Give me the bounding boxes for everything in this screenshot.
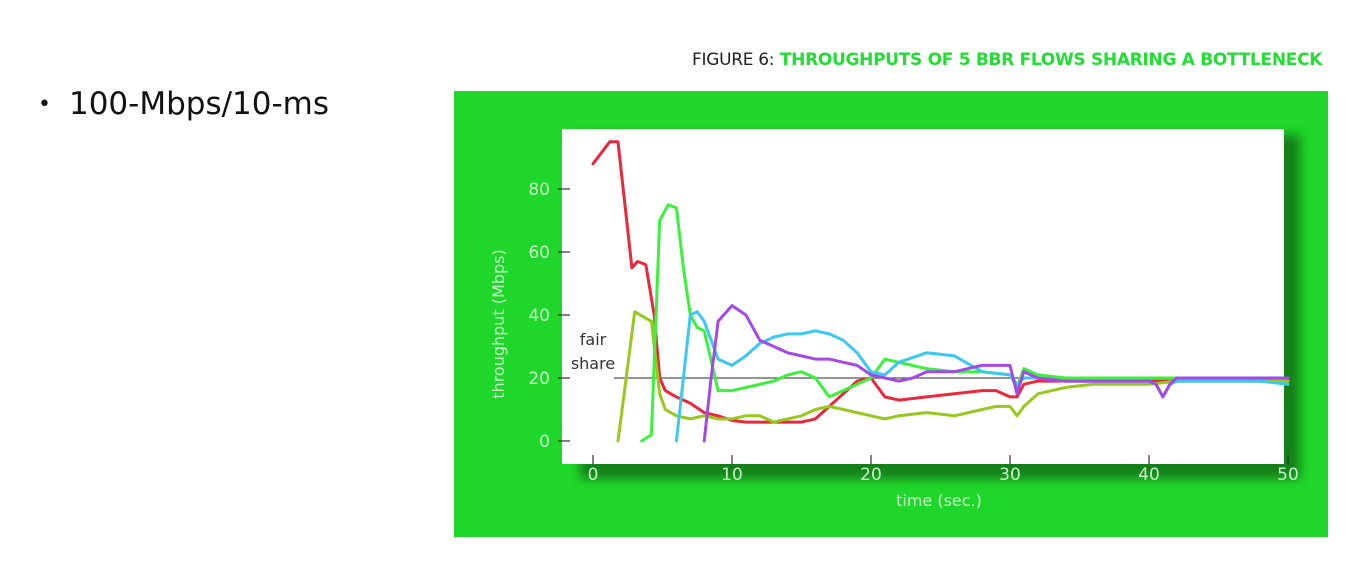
bullet-item: • 100-Mbps/10-ms — [38, 86, 329, 122]
series-line-2 — [616, 310, 1290, 443]
y-tick-label: 60 — [528, 243, 550, 263]
x-tick-label: 20 — [860, 465, 882, 485]
bullet-text: 100-Mbps/10-ms — [68, 86, 330, 122]
x-tick-label: 40 — [1138, 465, 1160, 485]
bullet-dot: • — [38, 91, 51, 117]
fair-share-label-line2: share — [571, 354, 615, 373]
plot-area — [562, 129, 1284, 464]
y-tick-label: 20 — [528, 369, 550, 389]
y-tick-label: 40 — [528, 306, 550, 326]
x-tick-label: 50 — [1277, 465, 1299, 485]
figure-title-prefix: FIGURE 6: — [692, 50, 775, 70]
figure-title: FIGURE 6: THROUGHPUTS OF 5 BBR FLOWS SHA… — [692, 50, 1322, 70]
series-line-3 — [640, 203, 1290, 443]
chart-panel: 0 20 40 60 80 0 10 20 30 40 50 time (sec.) through… — [454, 91, 1328, 537]
series-lines — [591, 140, 1290, 443]
y-tick-label: 0 — [539, 432, 550, 452]
figure-title-main: THROUGHPUTS OF 5 BBR FLOWS SHARING A BOT… — [779, 50, 1323, 70]
y-axis-label: throughput (Mbps) — [489, 249, 508, 398]
x-tick-label: 30 — [999, 465, 1021, 485]
axis-labels: time (sec.) throughput (Mbps) fair share — [489, 249, 982, 510]
y-tick-label: 80 — [528, 180, 550, 200]
x-tick-label: 10 — [721, 465, 743, 485]
x-axis-label: time (sec.) — [896, 491, 982, 510]
series-line-5 — [702, 304, 1290, 443]
throughput-chart: 0 20 40 60 80 0 10 20 30 40 50 time (sec.) through… — [489, 129, 1300, 510]
axes: 0 20 40 60 80 0 10 20 30 40 50 — [528, 180, 1298, 485]
x-tick-label: 0 — [588, 465, 599, 485]
fair-share-label-line1: fair — [580, 330, 607, 349]
